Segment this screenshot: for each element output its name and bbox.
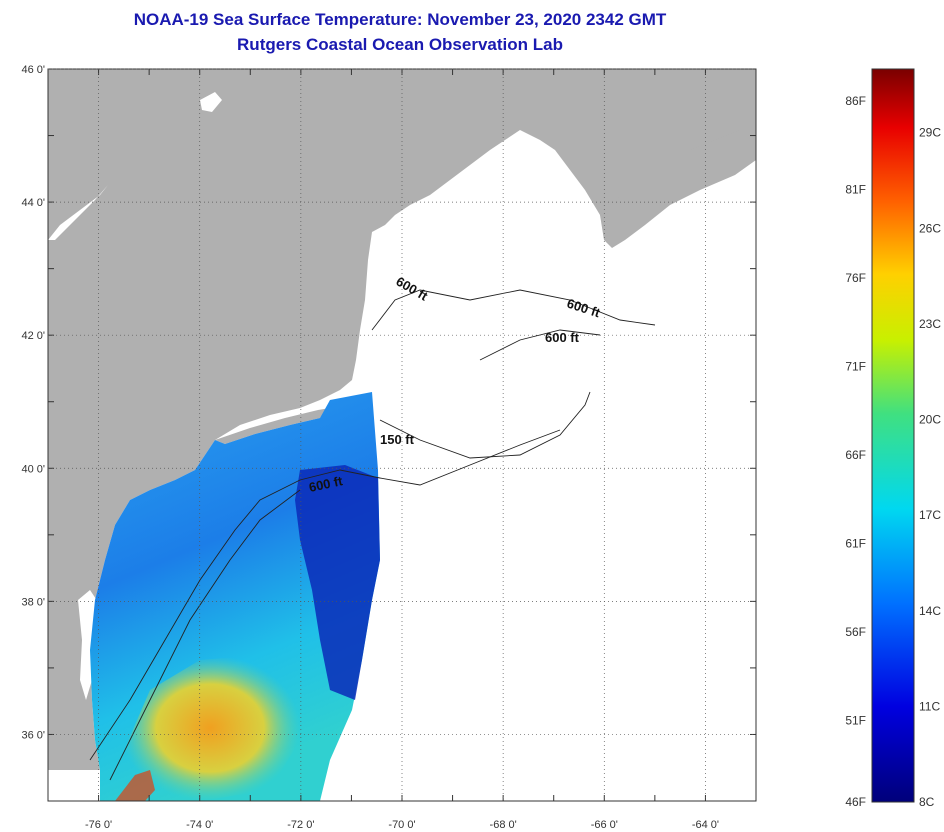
- colorbar-f-label: 46F: [845, 795, 866, 809]
- colorbar: [871, 68, 915, 803]
- land-long-island: [215, 408, 330, 444]
- sst-warm-core: [120, 655, 300, 801]
- inland-water: [48, 185, 108, 240]
- colorbar-c-label: 23C: [919, 317, 941, 331]
- depth-contour: [89, 429, 561, 761]
- colorbar-f-label: 76F: [845, 271, 866, 285]
- map-subtitle: Rutgers Coastal Ocean Observation Lab: [237, 35, 563, 54]
- depth-contour: [371, 289, 656, 331]
- lat-label: 40 0': [21, 463, 45, 475]
- colorbar-celsius-labels: 29C 26C 23C 20C 17C 14C 11C 8C: [919, 126, 941, 809]
- lat-label: 38 0': [21, 596, 45, 608]
- contour-label: 600 ft: [545, 330, 580, 345]
- colorbar-c-label: 29C: [919, 126, 941, 140]
- lon-label: -68 0': [490, 819, 517, 831]
- land-mass: [48, 69, 756, 770]
- colorbar-f-label: 71F: [845, 359, 866, 373]
- lon-label: -72 0': [287, 819, 314, 831]
- latitude-labels: 46 0' 44 0' 42 0' 40 0' 38 0' 36 0': [21, 64, 45, 741]
- colorbar-f-label: 86F: [845, 94, 866, 108]
- colorbar-f-label: 81F: [845, 182, 866, 196]
- contour-label: 150 ft: [380, 432, 415, 447]
- lon-label: -74 0': [186, 819, 213, 831]
- colorbar-fahrenheit-labels: 86F 81F 76F 71F 66F 61F 56F 51F 46F: [845, 94, 866, 809]
- colorbar-c-label: 14C: [919, 604, 941, 618]
- land-nova-scotia: [600, 125, 756, 248]
- lon-label: -66 0': [591, 819, 618, 831]
- colorbar-c-label: 20C: [919, 413, 941, 427]
- colorbar-c-label: 26C: [919, 221, 941, 235]
- lat-label: 46 0': [21, 64, 45, 76]
- colorbar-f-label: 66F: [845, 448, 866, 462]
- depth-contour: [379, 391, 591, 459]
- lon-label: -64 0': [692, 819, 719, 831]
- lon-label: -76 0': [85, 819, 112, 831]
- colorbar-c-label: 17C: [919, 508, 941, 522]
- contour-label: 600 ft: [308, 473, 345, 495]
- sst-cold-band: [295, 465, 380, 700]
- longitude-labels: -76 0' -74 0' -72 0' -70 0' -68 0' -66 0' -64 …: [85, 819, 719, 831]
- graticule: [47, 68, 757, 802]
- colorbar-f-label: 56F: [845, 625, 866, 639]
- lon-label: -70 0': [388, 819, 415, 831]
- lat-label: 42 0': [21, 330, 45, 342]
- inland-water: [200, 92, 222, 112]
- lat-label: 36 0': [21, 729, 45, 741]
- sst-hot-core: [115, 770, 155, 801]
- map-title: NOAA-19 Sea Surface Temperature: Novembe…: [133, 10, 667, 29]
- colorbar-c-label: 8C: [919, 795, 935, 809]
- depth-contour: [109, 489, 301, 781]
- lat-label: 44 0': [21, 197, 45, 209]
- colorbar-f-label: 51F: [845, 714, 866, 728]
- colorbar-c-label: 11C: [919, 699, 940, 713]
- colorbar-f-label: 61F: [845, 537, 866, 551]
